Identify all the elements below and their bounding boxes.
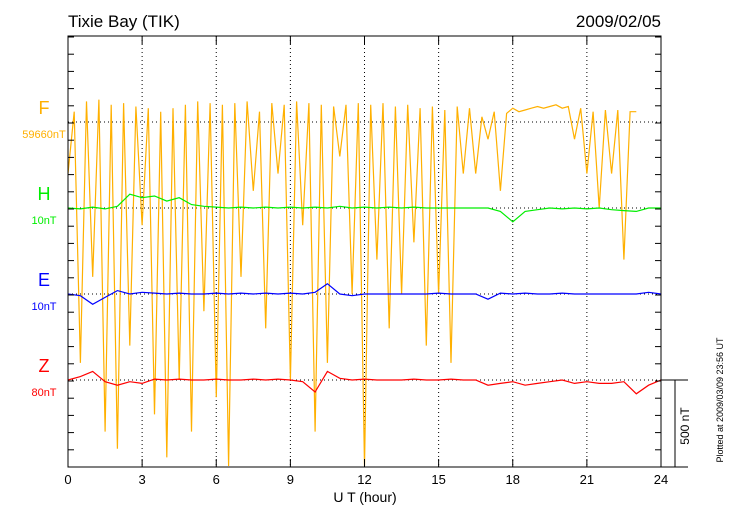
x-tick-label: 21 (580, 472, 594, 487)
series-scale-f: 59660nT (22, 129, 66, 141)
plotted-footnote: Plotted at 2009/03/09 23:56 UT (715, 337, 725, 463)
series-label-f: F (39, 98, 50, 118)
series-line-h (67, 193, 661, 223)
series-scale-z: 80nT (31, 387, 56, 399)
scale-bar-label: 500 nT (678, 407, 692, 445)
series-label-z: Z (39, 356, 50, 376)
chart-title: Tixie Bay (TIK) (68, 12, 180, 31)
series-label-h: H (38, 184, 51, 204)
series-line-z (67, 370, 662, 395)
plot-frame (67, 35, 662, 468)
x-tick-label: 3 (139, 472, 146, 487)
x-tick-label: 18 (506, 472, 520, 487)
series-line-e (67, 282, 662, 306)
x-tick-label: 24 (654, 472, 668, 487)
x-tick-label: 12 (357, 472, 371, 487)
x-tick-label: 9 (287, 472, 294, 487)
series-scale-e: 10nT (31, 301, 56, 313)
series-scale-h: 10nT (31, 215, 56, 227)
x-tick-label: 15 (431, 472, 445, 487)
x-tick-label: 6 (213, 472, 220, 487)
chart-date: 2009/02/05 (576, 12, 661, 31)
x-tick-label: 0 (64, 472, 71, 487)
series-line-f (67, 99, 637, 467)
x-axis-label: U T (hour) (333, 489, 396, 505)
series-label-e: E (38, 270, 50, 290)
